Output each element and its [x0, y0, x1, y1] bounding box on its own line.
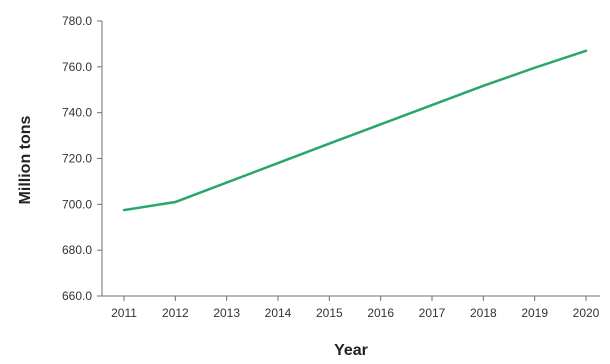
x-tick-label: 2017 [419, 306, 446, 320]
x-axis-title: Year [334, 342, 368, 359]
x-tick-label: 2013 [213, 306, 240, 320]
x-tick-label: 2018 [470, 306, 497, 320]
y-axis-ticks: 660.0 680.0 700.0 720.0 740.0 760.0 780.0 [62, 14, 102, 303]
y-tick-label: 700.0 [62, 197, 92, 211]
x-tick-label: 2016 [367, 306, 394, 320]
y-tick-label: 660.0 [62, 289, 92, 303]
x-tick-label: 2011 [111, 306, 137, 320]
x-tick-label: 2015 [316, 306, 343, 320]
y-tick-label: 680.0 [62, 243, 92, 257]
y-tick-label: 760.0 [62, 60, 92, 74]
x-tick-label: 2012 [162, 306, 189, 320]
x-tick-label: 2019 [521, 306, 548, 320]
x-tick-label: 2014 [265, 306, 292, 320]
y-tick-label: 720.0 [62, 152, 92, 166]
x-tick-label: 2020 [573, 306, 600, 320]
y-axis-title: Million tons [17, 115, 34, 204]
y-tick-label: 740.0 [62, 106, 92, 120]
x-axis-ticks: 2011 2012 2013 2014 2015 2016 2017 2018 2019 2020 [111, 296, 600, 320]
y-tick-label: 780.0 [62, 14, 92, 28]
series-line [122, 49, 588, 212]
